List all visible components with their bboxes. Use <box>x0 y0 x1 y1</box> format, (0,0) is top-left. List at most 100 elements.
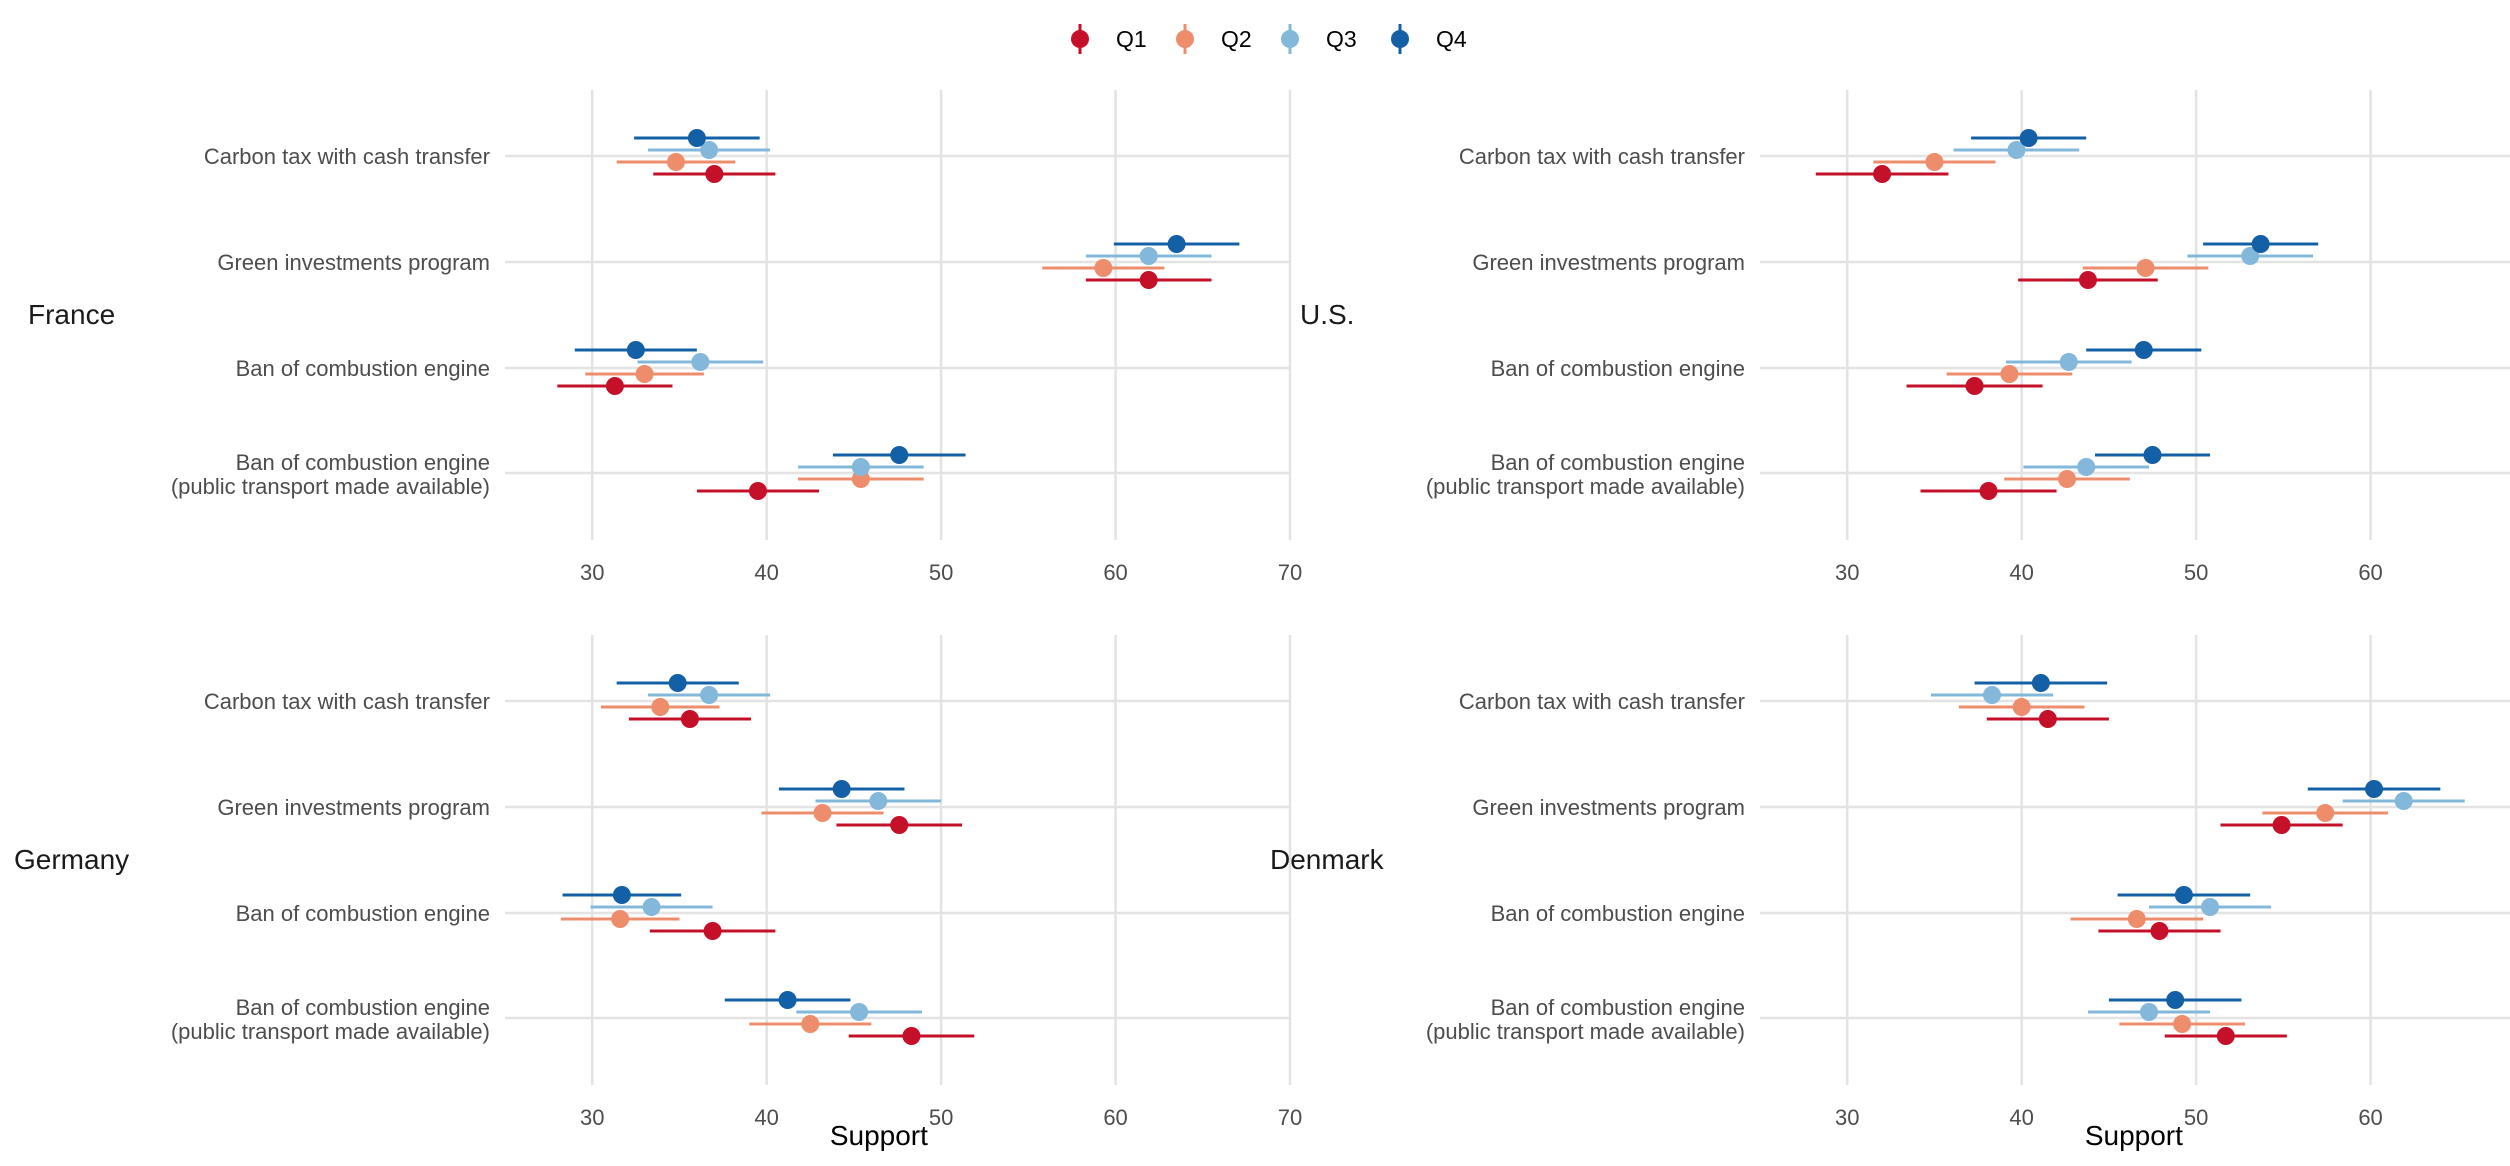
legend-key-dot <box>1176 30 1194 48</box>
panels: 30 40 50 60 70 Carbon tax with cash transfer G… <box>14 90 2510 1151</box>
point-q4 <box>2166 991 2185 1009</box>
point-q3 <box>642 898 661 916</box>
point-q2 <box>1925 153 1944 171</box>
point-q2 <box>2173 1015 2192 1033</box>
x-tick-label: 70 <box>1278 560 1302 585</box>
x-tick-label: 70 <box>1278 1105 1302 1130</box>
point-q4 <box>2019 129 2038 147</box>
point-q3 <box>2007 141 2026 159</box>
x-tick-label: 40 <box>2009 560 2033 585</box>
x-tick-label: 30 <box>1835 1105 1859 1130</box>
point-q2 <box>2012 698 2031 716</box>
category-label: Ban of combustion engine <box>236 356 490 381</box>
point-q4 <box>2134 341 2153 359</box>
panel-denmark: 30 40 50 60 70 Carbon tax with cash transfer G… <box>1270 635 2510 1151</box>
panel-france: 30 40 50 60 70 Carbon tax with cash transfer G… <box>28 90 1302 585</box>
legend-key-dot <box>1281 30 1299 48</box>
point-q2 <box>813 804 832 822</box>
point-q2 <box>801 1015 820 1033</box>
point-q1 <box>902 1027 921 1045</box>
panel-germany: 30 40 50 60 70 Carbon tax with cash transfer G… <box>14 635 1302 1151</box>
point-q1 <box>2078 271 2097 289</box>
legend-key-dot <box>1071 30 1089 48</box>
x-tick-label: 40 <box>754 560 778 585</box>
point-q3 <box>2077 458 2096 476</box>
point-q3 <box>2394 792 2413 810</box>
x-tick-label: 60 <box>2358 560 2382 585</box>
point-q4 <box>2174 886 2193 904</box>
category-label: Green investments program <box>1472 795 1745 820</box>
point-q4 <box>1167 235 1186 253</box>
point-q2 <box>2127 910 2146 928</box>
category-label: Ban of combustion engine <box>1491 356 1745 381</box>
x-tick-label: 30 <box>1835 560 1859 585</box>
legend: Q1 Q2 Q3 Q4 <box>1071 24 1467 54</box>
point-q4 <box>668 674 687 692</box>
point-q2 <box>1094 259 1113 277</box>
legend-label: Q4 <box>1436 26 1467 52</box>
legend-item-q4: Q4 <box>1391 24 1467 54</box>
point-q1 <box>1965 377 1984 395</box>
point-q4 <box>2365 780 2384 798</box>
point-q2 <box>2058 470 2077 488</box>
category-label: Ban of combustion engine <box>236 901 490 926</box>
legend-key-dot <box>1391 30 1409 48</box>
point-q1 <box>705 165 724 183</box>
x-tick-label: 30 <box>580 1105 604 1130</box>
point-q1 <box>2038 710 2057 728</box>
category-label: Ban of combustion engine <box>1491 901 1745 926</box>
legend-label: Q3 <box>1326 26 1357 52</box>
category-label: Ban of combustion engine (public transpor… <box>1426 995 1745 1044</box>
point-q4 <box>2143 446 2162 464</box>
point-q4 <box>612 886 631 904</box>
category-label: Ban of combustion engine (public transpor… <box>1426 450 1745 499</box>
point-q1 <box>1873 165 1892 183</box>
point-q4 <box>832 780 851 798</box>
category-label: Ban of combustion engine (public transpor… <box>171 995 490 1044</box>
point-q4 <box>2031 674 2050 692</box>
point-q3 <box>2201 898 2220 916</box>
point-q1 <box>2216 1027 2235 1045</box>
point-q3 <box>1983 686 2002 704</box>
legend-item-q3: Q3 <box>1281 24 1357 54</box>
category-label: Ban of combustion engine (public transpor… <box>171 450 490 499</box>
point-q1 <box>703 922 722 940</box>
point-q1 <box>680 710 699 728</box>
x-tick-label: 60 <box>1103 1105 1127 1130</box>
x-tick-label: 60 <box>2358 1105 2382 1130</box>
category-label: Green investments program <box>217 795 490 820</box>
point-q3 <box>869 792 888 810</box>
x-tick-label: 30 <box>580 560 604 585</box>
point-q1 <box>2272 816 2291 834</box>
x-tick-label: 40 <box>2009 1105 2033 1130</box>
point-q2 <box>635 365 654 383</box>
point-q3 <box>2140 1003 2159 1021</box>
point-q4 <box>778 991 797 1009</box>
x-tick-label: 40 <box>754 1105 778 1130</box>
point-q3 <box>850 1003 869 1021</box>
x-tick-label: 50 <box>2184 560 2208 585</box>
point-q1 <box>748 482 767 500</box>
point-q3 <box>691 353 710 371</box>
point-q2 <box>2000 365 2019 383</box>
legend-item-q2: Q2 <box>1176 24 1252 54</box>
legend-label: Q2 <box>1221 26 1252 52</box>
panel-label: France <box>28 299 115 330</box>
category-label: Carbon tax with cash transfer <box>1459 144 1745 169</box>
category-label: Carbon tax with cash transfer <box>1459 689 1745 714</box>
category-label: Carbon tax with cash transfer <box>204 689 490 714</box>
point-q4 <box>890 446 909 464</box>
category-label: Carbon tax with cash transfer <box>204 144 490 169</box>
panel-label: Denmark <box>1270 844 1385 875</box>
point-q1 <box>890 816 909 834</box>
point-q4 <box>687 129 706 147</box>
point-q2 <box>666 153 685 171</box>
point-q3 <box>851 458 870 476</box>
panel-label: U.S. <box>1300 299 1354 330</box>
x-tick-label: 50 <box>2184 1105 2208 1130</box>
panel-label: Germany <box>14 844 129 875</box>
point-q2 <box>2316 804 2335 822</box>
point-q4 <box>626 341 645 359</box>
